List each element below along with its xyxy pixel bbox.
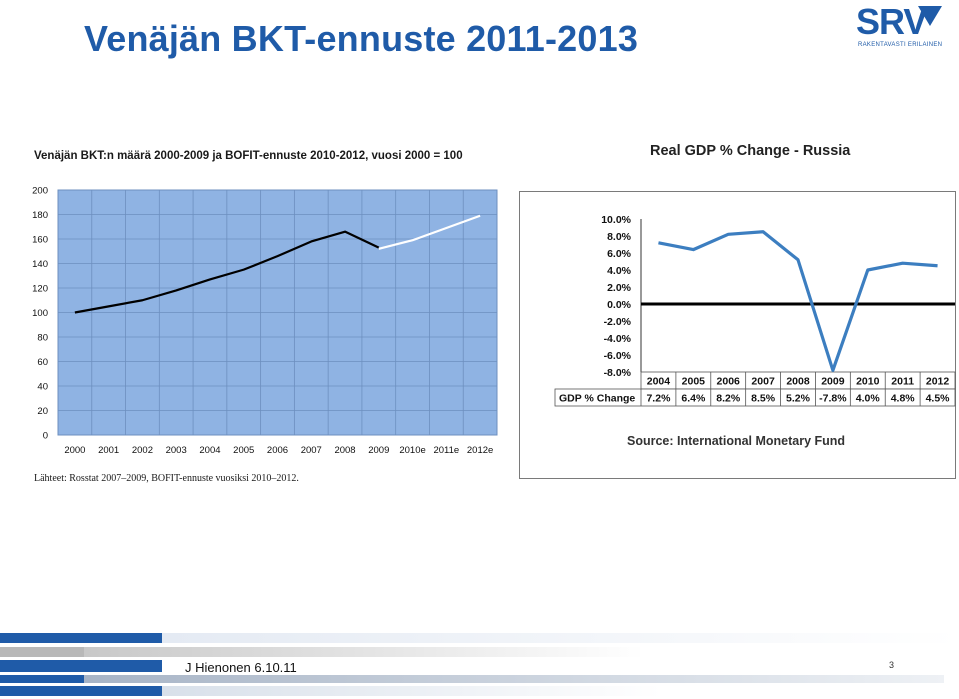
y-tick-label: 20 xyxy=(37,406,48,417)
footer-bar-last xyxy=(0,686,162,696)
series-name-label: GDP % Change xyxy=(559,393,635,405)
data-label: 6.4% xyxy=(681,393,706,405)
y-tick-label: 160 xyxy=(32,235,48,246)
gdp-index-chart: 0 20 40 60 80 100 120 140 160 180 200 2000 2001 2002 2… xyxy=(32,186,498,456)
footer-bar-top-light xyxy=(162,633,959,643)
gdp-change-series-line xyxy=(658,230,938,372)
footer-bar-last-light xyxy=(162,686,662,696)
data-label: 8.5% xyxy=(751,393,776,405)
x-tick-label: 2006 xyxy=(267,445,288,456)
footer-author-date: J Hienonen 6.10.11 xyxy=(181,660,301,675)
y-tick-label: 6.0% xyxy=(607,248,632,260)
data-label: 4.5% xyxy=(926,393,951,405)
y-tick-label: 120 xyxy=(32,284,48,295)
value-row xyxy=(554,388,956,407)
logo-triangle-icon xyxy=(918,6,942,26)
y-tick-label: -6.0% xyxy=(604,350,632,362)
footer-bar-grey xyxy=(84,647,644,657)
y-tick-label: 40 xyxy=(37,382,48,393)
srv-logo: SRV RAKENTAVASTI ERILAINEN xyxy=(856,4,946,50)
footer-bar-bottom xyxy=(0,675,84,683)
gdp-index-chart-source: Lähteet: Rosstat 2007–2009, BOFIT-ennust… xyxy=(34,473,299,484)
y-tick-label: 60 xyxy=(37,357,48,368)
footer-bar-mid-blue xyxy=(0,660,162,672)
x-tick-label: 2012 xyxy=(926,376,950,388)
y-tick-label: 100 xyxy=(32,308,48,319)
footer-bar-top xyxy=(0,633,162,643)
x-tick-label: 2004 xyxy=(199,445,220,456)
x-tick-label: 2005 xyxy=(233,445,254,456)
y-tick-label: 0.0% xyxy=(607,299,632,311)
gdp-change-chart-source: Source: International Monetary Fund xyxy=(627,434,846,448)
data-label: -7.8% xyxy=(819,393,847,405)
x-tick-label: 2011 xyxy=(891,376,914,388)
x-tick-label: 2008 xyxy=(786,376,810,388)
forecast-series-line xyxy=(378,214,481,250)
data-label: 4.0% xyxy=(856,393,881,405)
x-tick-label: 2004 xyxy=(647,376,671,388)
y-tick-label: -2.0% xyxy=(604,316,632,328)
logo-wordmark: SRV xyxy=(856,1,927,42)
x-tick-label: 2001 xyxy=(98,445,119,456)
y-tick-label: 2.0% xyxy=(607,282,632,294)
data-label: 4.8% xyxy=(891,393,916,405)
slide-title: Venäjän BKT-ennuste 2011-2013 xyxy=(84,18,639,59)
x-tick-label: 2012e xyxy=(467,445,493,456)
x-tick-label: 2002 xyxy=(132,445,153,456)
y-tick-label: 80 xyxy=(37,333,48,344)
data-label: 8.2% xyxy=(716,393,741,405)
x-tick-label: 2000 xyxy=(64,445,85,456)
gdp-change-chart-frame xyxy=(519,191,956,479)
x-tick-label: 2003 xyxy=(166,445,187,456)
x-tick-label: 2010e xyxy=(399,445,425,456)
gdp-change-chart-title: Real GDP % Change - Russia xyxy=(650,143,851,159)
y-tick-label: 10.0% xyxy=(601,214,631,226)
page-number: 3 xyxy=(889,660,895,670)
y-tick-label: 200 xyxy=(32,186,48,197)
x-tick-label: 2010 xyxy=(856,376,880,388)
y-tick-label: -4.0% xyxy=(604,333,632,345)
data-label: 7.2% xyxy=(646,393,671,405)
footer-bar-bottom-grey xyxy=(84,675,944,683)
data-label: 5.2% xyxy=(786,393,811,405)
actual-series-line xyxy=(74,230,380,314)
y-tick-label: 180 xyxy=(32,210,48,221)
x-tick-label: 2011e xyxy=(433,445,459,456)
y-tick-label: 8.0% xyxy=(607,231,632,243)
x-tick-label: 2006 xyxy=(717,376,741,388)
y-tick-label: 4.0% xyxy=(607,265,632,277)
gdp-index-chart-title: Venäjän BKT:n määrä 2000-2009 ja BOFIT-e… xyxy=(34,150,463,162)
y-tick-label: -8.0% xyxy=(604,367,632,379)
logo-tagline: RAKENTAVASTI ERILAINEN xyxy=(858,42,943,48)
x-tick-label: 2008 xyxy=(334,445,355,456)
x-tick-label: 2007 xyxy=(301,445,322,456)
x-tick-label: 2009 xyxy=(368,445,389,456)
footer-bar-grey-left xyxy=(0,647,84,657)
x-tick-label: 2009 xyxy=(821,376,845,388)
y-tick-label: 0 xyxy=(43,431,48,442)
y-tick-label: 140 xyxy=(32,259,48,270)
x-tick-label: 2007 xyxy=(751,376,775,388)
x-tick-label: 2005 xyxy=(682,376,706,388)
gdp-change-chart: 10.0% 8.0% 6.0% 4.0% 2.0% 0.0% -2.0% -4.0% -6.0%… xyxy=(554,214,956,407)
